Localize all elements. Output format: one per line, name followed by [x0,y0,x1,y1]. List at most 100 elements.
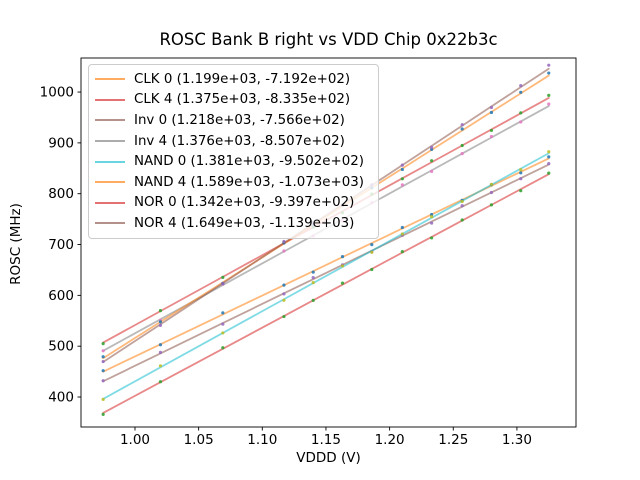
data-point-inv-0 [221,322,225,326]
data-point-clk-4 [101,341,105,346]
data-point-clk-0 [340,255,345,259]
chart-title: ROSC Bank B right vs VDD Chip 0x22b3c [159,30,498,49]
legend-label: Inv 4 (1.376e+03, -8.507e+02) [134,133,345,149]
data-point-nor-4 [158,323,163,327]
data-point-clk-4 [158,309,163,313]
legend-entry: NOR 4 (1.649e+03, -1.139e+03) [95,213,370,234]
data-point-clk-4 [430,159,434,163]
data-point-nor-4 [489,105,494,110]
data-point-clk-4 [519,111,523,115]
data-point-nor-4 [430,145,434,149]
data-point-nand-4 [460,127,464,131]
axes-spines [80,57,577,428]
data-point-inv-0 [430,221,434,225]
data-point-inv-0 [489,190,494,195]
data-point-nand-4 [547,71,551,75]
y-tick-label: 900 [48,135,74,151]
data-point-nor-0 [101,412,105,416]
y-tick-label: 400 [48,390,74,406]
data-point-inv-0 [519,177,523,181]
data-point-nor-4 [460,123,464,127]
data-point-nand-0 [282,298,286,302]
x-tick-label: 1.00 [120,432,150,448]
x-tick-label: 1.25 [438,432,468,448]
data-point-nand-4 [400,167,404,172]
data-point-inv-4 [282,249,286,253]
data-point-nand-0 [547,150,551,154]
data-point-nand-0 [340,264,345,268]
data-point-clk-4 [547,93,551,98]
data-point-nand-0 [221,331,225,335]
y-tick-label: 500 [48,339,74,355]
legend-entry: Inv 0 (1.218e+03, -7.566e+02) [95,110,370,131]
data-point-nand-4 [519,90,523,94]
x-tick-label: 1.20 [375,432,405,448]
data-point-clk-0 [400,225,404,230]
data-point-inv-0 [460,204,464,208]
data-point-clk-0 [430,212,434,217]
data-point-clk-0 [311,270,315,274]
data-point-inv-0 [311,276,315,280]
data-point-nand-0 [430,215,434,219]
x-tick-label: 1.10 [247,432,277,448]
data-point-nor-4 [519,84,523,88]
legend-line-swatch [95,78,125,81]
data-point-nor-0 [547,171,551,175]
legend-line-swatch [95,119,125,122]
data-point-nor-0 [311,298,315,302]
data-point-inv-0 [101,379,105,383]
data-point-clk-0 [221,311,225,315]
data-point-inv-4 [101,349,105,353]
y-tick-label: 1000 [40,85,74,101]
legend-label: NOR 0 (1.342e+03, -9.397e+02) [134,195,355,211]
data-point-clk-0 [519,171,523,175]
data-point-nand-0 [158,364,163,368]
legend-entry: CLK 4 (1.375e+03, -8.335e+02) [95,90,370,111]
data-point-nor-0 [460,218,464,222]
x-tick-label: 1.30 [502,432,532,448]
data-point-inv-4 [430,169,434,173]
data-point-nor-0 [400,250,404,254]
data-point-nand-0 [101,397,105,401]
data-point-clk-4 [221,275,225,279]
data-point-inv-4 [547,102,551,106]
legend-entry: NAND 4 (1.589e+03, -1.073e+03) [95,172,370,193]
data-point-clk-0 [101,369,105,373]
legend-label: NOR 4 (1.649e+03, -1.139e+03) [134,215,355,231]
data-point-nand-0 [400,232,404,236]
data-point-clk-4 [400,177,404,181]
data-point-nor-4 [101,359,105,364]
data-point-clk-4 [460,143,464,148]
y-tick-label: 700 [48,237,74,253]
data-point-nand-0 [519,168,523,172]
legend-label: Inv 0 (1.218e+03, -7.566e+02) [134,112,345,128]
data-point-nor-0 [370,267,374,272]
data-point-nor-0 [158,380,163,384]
data-point-clk-4 [489,128,494,133]
legend-line-swatch [95,201,125,204]
data-point-clk-0 [370,243,374,247]
data-point-nor-4 [282,239,286,244]
data-point-inv-0 [547,161,551,166]
legend-label: NAND 4 (1.589e+03, -1.073e+03) [134,174,364,190]
x-tick-label: 1.15 [311,432,341,448]
legend-line-swatch [95,160,125,163]
data-point-nor-0 [489,203,494,207]
legend-line-swatch [95,98,125,101]
legend-label: CLK 0 (1.199e+03, -7.192e+02) [134,71,351,87]
data-point-inv-4 [519,120,523,124]
legend-label: NAND 0 (1.381e+03, -9.502e+02) [134,154,364,170]
data-point-inv-0 [282,292,286,296]
data-point-clk-0 [547,155,551,159]
legend-entry: NAND 0 (1.381e+03, -9.502e+02) [95,151,370,172]
data-point-inv-4 [489,134,494,139]
data-point-clk-0 [158,343,163,347]
data-point-nand-0 [370,250,374,254]
data-point-inv-4 [400,183,404,187]
data-point-nor-0 [430,236,434,240]
data-point-nand-4 [489,110,494,115]
data-point-nor-4 [400,163,404,167]
data-point-nor-4 [221,282,225,286]
